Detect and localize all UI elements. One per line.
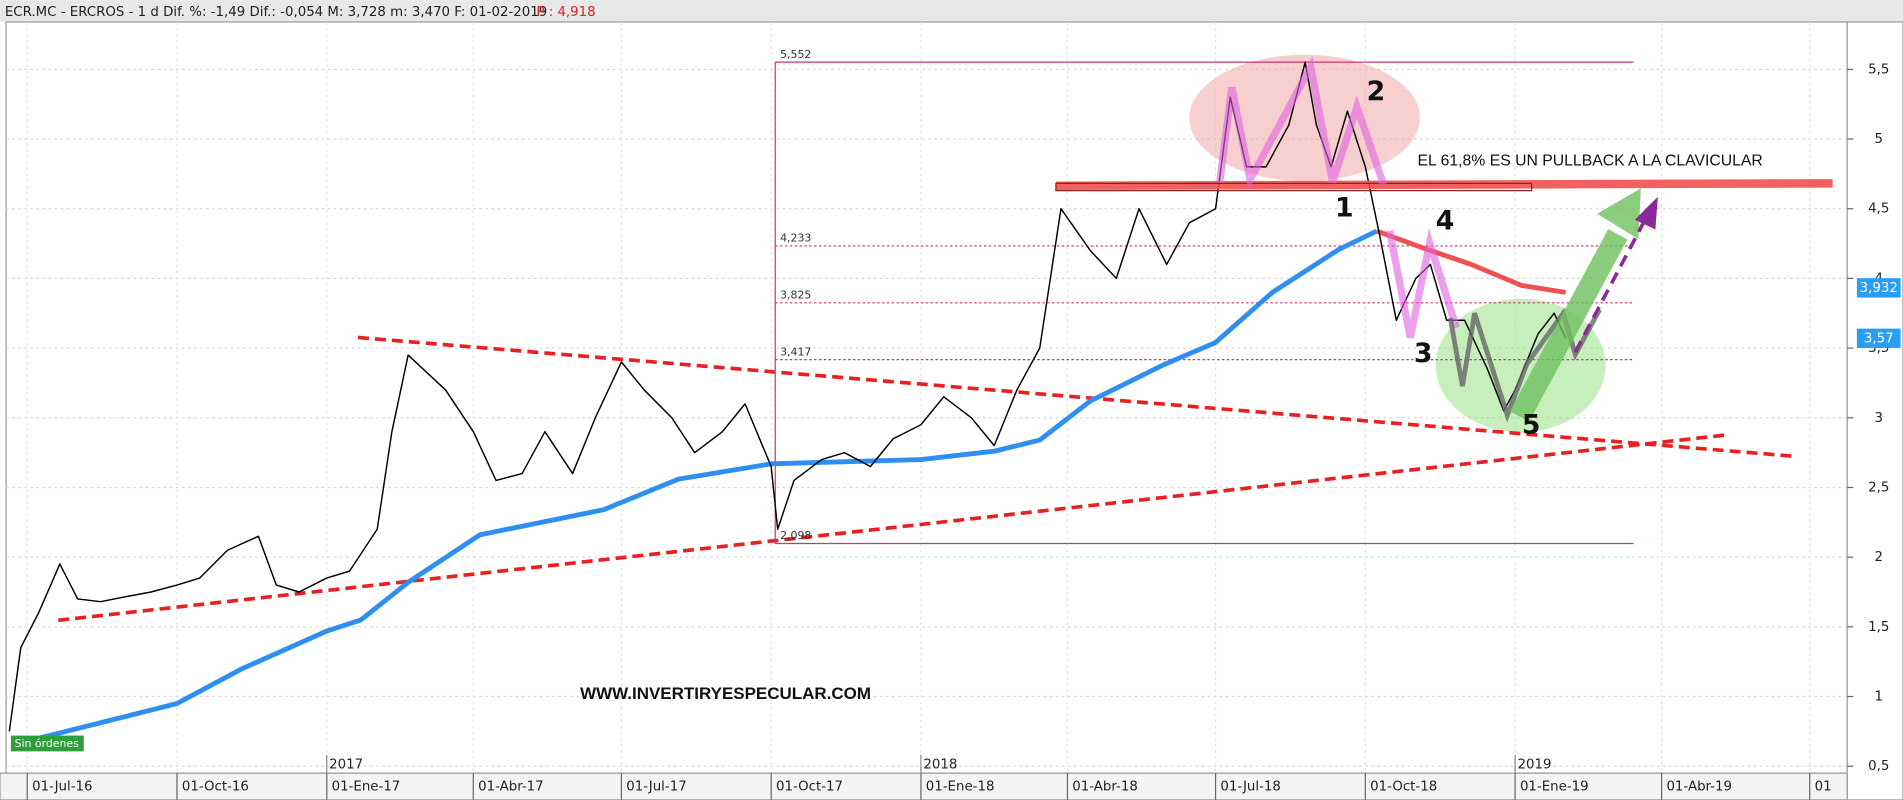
price-line [1375, 228, 1566, 295]
status-text: Sin órdenes [15, 737, 80, 750]
y-axis-panel [1846, 21, 1903, 800]
x-tick-label: 01 [1815, 780, 1832, 795]
year-label: 2018 [923, 758, 957, 773]
fib-label: 3,825 [780, 289, 811, 302]
wave-label: 3 [1414, 338, 1433, 369]
y-tick-label: 1,5 [1868, 620, 1889, 635]
trend-line [357, 335, 1797, 459]
price-line [8, 61, 1567, 732]
x-tick-label: 01-Jul-18 [1220, 780, 1280, 795]
y-tick-label: 2 [1874, 550, 1883, 565]
target-arrow-head [1597, 188, 1641, 240]
y-tick-label: 5,5 [1868, 62, 1889, 77]
x-tick-label: 01-Ene-17 [332, 780, 401, 795]
y-tick-label: 5 [1874, 132, 1883, 147]
neckline-box [1055, 182, 1533, 192]
fib-label: 3,417 [780, 345, 811, 358]
price-line [11, 228, 1378, 752]
y-tick-label: 0,5 [1868, 759, 1889, 774]
wave-label: 1 [1335, 192, 1354, 223]
neckline [1055, 179, 1833, 191]
x-tick-label: 01-Oct-17 [776, 780, 843, 795]
series [8, 61, 1567, 752]
wave-label: 5 [1522, 410, 1541, 441]
target-arrow [1509, 229, 1628, 422]
price-tag [1856, 278, 1901, 298]
year-label: 2019 [1518, 758, 1552, 773]
x-tick-label: 01-Abr-17 [478, 780, 544, 795]
year-label: 2017 [329, 758, 363, 773]
x-tick-label: 01-Jul-16 [32, 780, 92, 795]
price-tag-label: 3,57 [1864, 331, 1894, 346]
price-tag [1856, 328, 1901, 349]
pattern-line [1447, 307, 1602, 423]
y-tick-label: 3 [1874, 411, 1883, 426]
alt-arrow-head [1634, 196, 1658, 230]
header-text: ECR.MC - ERCROS - 1 d Dif. %: -1,49 Dif.… [5, 5, 547, 20]
axes: 0,511,522,533,544,555,501-Jul-1601-Oct-1… [26, 62, 1901, 800]
wave-label: 4 [1436, 206, 1455, 237]
fib-label: 4,233 [780, 232, 811, 245]
wave-label: 2 [1367, 76, 1386, 107]
x-axis-panel [0, 772, 1848, 800]
x-tick-label: 01-Jul-17 [626, 780, 686, 795]
price-tag-label: 3,932 [1860, 281, 1898, 296]
fib-label: 5,552 [780, 48, 811, 61]
y-tick-label: 1 [1874, 690, 1883, 705]
status-box [10, 735, 84, 752]
header-bar [0, 0, 1903, 22]
fib-label: 2,098 [780, 529, 811, 542]
x-tick-label: 01-Abr-19 [1666, 780, 1732, 795]
header-price: P : 4,918 [536, 5, 595, 20]
x-tick-label: 01-Abr-18 [1072, 780, 1138, 795]
y-tick-label: 2,5 [1868, 480, 1889, 495]
pattern-line [1386, 228, 1460, 339]
y-tick-label: 4,5 [1868, 202, 1889, 217]
trend-line [58, 432, 1730, 623]
x-tick-label: 01-Ene-19 [1520, 780, 1589, 795]
website: WWW.INVERTIRYESPECULAR.COM [580, 684, 871, 703]
pattern-line [1216, 56, 1388, 191]
x-tick-label: 01-Oct-16 [182, 780, 249, 795]
note: EL 61,8% ES UN PULLBACK A LA CLAVICULAR [1418, 153, 1763, 170]
x-tick-label: 01-Ene-18 [926, 780, 995, 795]
alt-arrow [1573, 217, 1648, 353]
x-tick-label: 01-Oct-18 [1370, 780, 1437, 795]
grid [6, 21, 1848, 774]
